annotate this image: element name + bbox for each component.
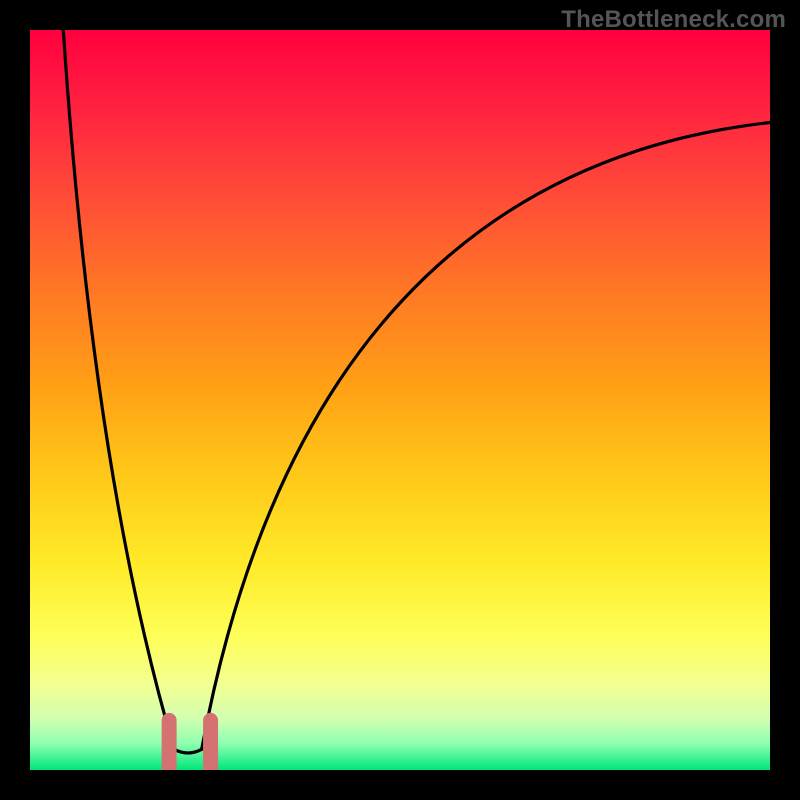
plot-area (30, 30, 770, 770)
watermark-text: TheBottleneck.com (561, 6, 786, 34)
bottleneck-chart (0, 0, 800, 800)
